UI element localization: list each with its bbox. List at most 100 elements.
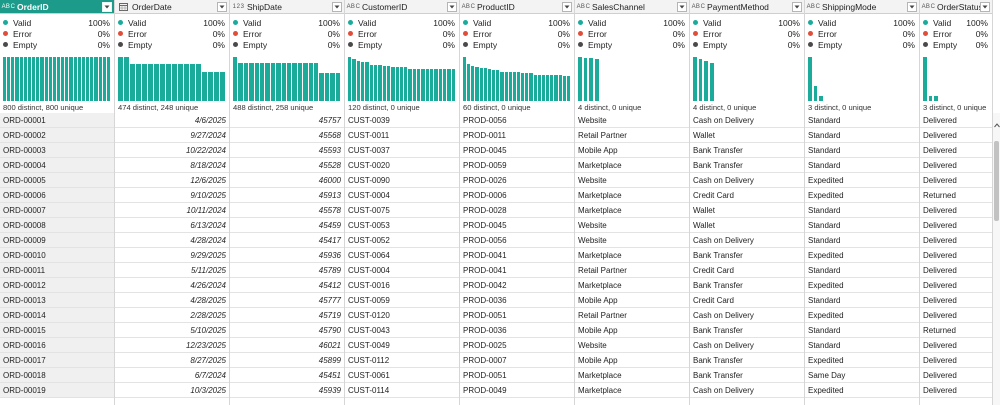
table-cell[interactable]: Delivered [920, 233, 992, 248]
table-cell[interactable]: CUST-0011 [345, 128, 459, 143]
histogram-bar[interactable] [178, 64, 183, 101]
filter-dropdown-icon[interactable] [447, 1, 457, 12]
table-cell[interactable]: CUST-0059 [345, 293, 459, 308]
table-cell[interactable]: 9/29/2025 [115, 248, 229, 263]
histogram-bar[interactable] [281, 63, 286, 101]
histogram-bar[interactable] [487, 69, 492, 101]
histogram-bar[interactable] [595, 59, 599, 101]
table-cell[interactable]: ORD-00005 [0, 173, 114, 188]
table-cell[interactable]: Delivered [920, 203, 992, 218]
table-cell[interactable]: ORD-00003 [0, 143, 114, 158]
table-cell[interactable]: CUST-0037 [345, 143, 459, 158]
table-cell[interactable]: Credit Card [690, 263, 804, 278]
histogram-bar[interactable] [190, 64, 195, 101]
table-cell[interactable]: CUST-0114 [345, 383, 459, 398]
histogram-bar[interactable] [475, 67, 479, 101]
table-cell[interactable]: ORD-00010 [0, 248, 114, 263]
histogram-bar[interactable] [160, 64, 165, 101]
histogram-bar[interactable] [443, 68, 447, 101]
histogram-bar[interactable] [61, 57, 65, 101]
histogram-bar[interactable] [813, 85, 818, 101]
table-cell[interactable]: PROD-0011 [460, 128, 574, 143]
table-cell[interactable]: Expedited [805, 278, 919, 293]
value-distribution-histogram[interactable] [3, 57, 110, 101]
histogram-bar[interactable] [512, 72, 516, 101]
column-header[interactable]: OrderDate [115, 0, 229, 14]
text-type-icon[interactable]: A B C [576, 3, 590, 10]
table-cell[interactable]: 4/6/2025 [115, 113, 229, 128]
table-cell[interactable]: Standard [805, 158, 919, 173]
table-cell[interactable]: Standard [805, 293, 919, 308]
histogram-bar[interactable] [356, 60, 360, 101]
histogram-bar[interactable] [308, 63, 313, 101]
table-cell[interactable]: Standard [805, 338, 919, 353]
table-cell[interactable]: 4/26/2024 [115, 278, 229, 293]
table-cell[interactable]: Wallet [690, 218, 804, 233]
table-cell[interactable]: PROD-0007 [460, 353, 574, 368]
table-cell[interactable]: PROD-0036 [460, 323, 574, 338]
table-cell[interactable]: CUST-0053 [345, 218, 459, 233]
table-cell[interactable]: Marketplace [575, 158, 689, 173]
table-cell[interactable]: Retail Partner [575, 128, 689, 143]
histogram-bar[interactable] [106, 57, 110, 101]
table-cell[interactable]: Credit Card [690, 293, 804, 308]
table-cell[interactable]: Bank Transfer [690, 158, 804, 173]
text-type-icon[interactable]: A B C [461, 3, 475, 10]
histogram-bar[interactable] [808, 57, 812, 101]
table-cell[interactable]: ORD-00011 [0, 263, 114, 278]
histogram-bar[interactable] [19, 57, 23, 101]
histogram-bar[interactable] [11, 57, 15, 101]
table-cell[interactable]: CUST-0075 [345, 203, 459, 218]
table-cell[interactable]: Delivered [920, 263, 992, 278]
histogram-bar[interactable] [529, 73, 533, 101]
table-cell[interactable]: CUST-0049 [345, 338, 459, 353]
table-cell[interactable]: Returned [920, 323, 992, 338]
table-cell[interactable]: Cash on Delivery [690, 173, 804, 188]
table-cell[interactable]: ORD-00016 [0, 338, 114, 353]
histogram-bar[interactable] [98, 57, 102, 101]
table-cell[interactable]: Standard [805, 263, 919, 278]
histogram-bar[interactable] [118, 57, 123, 101]
table-cell[interactable]: 4/28/2025 [115, 293, 229, 308]
histogram-bar[interactable] [395, 67, 399, 101]
table-cell[interactable]: Expedited [805, 188, 919, 203]
histogram-bar[interactable] [86, 57, 90, 101]
column-header[interactable]: A B C CustomerID [345, 0, 459, 14]
histogram-bar[interactable] [492, 70, 496, 101]
table-cell[interactable]: PROD-0026 [460, 173, 574, 188]
table-cell[interactable]: 45936 [230, 248, 344, 263]
table-cell[interactable]: CUST-0120 [345, 308, 459, 323]
histogram-bar[interactable] [425, 68, 430, 101]
histogram-bar[interactable] [81, 57, 86, 101]
table-cell[interactable]: PROD-0045 [460, 218, 574, 233]
scrollbar-thumb[interactable] [994, 141, 999, 221]
table-cell[interactable]: Marketplace [575, 248, 689, 263]
table-cell[interactable]: PROD-0041 [460, 263, 574, 278]
table-cell[interactable]: 45417 [230, 233, 344, 248]
histogram-bar[interactable] [934, 96, 938, 101]
table-cell[interactable]: Delivered [920, 173, 992, 188]
histogram-bar[interactable] [330, 72, 335, 101]
filter-dropdown-icon[interactable] [980, 1, 990, 12]
date-type-icon[interactable] [115, 0, 131, 14]
histogram-bar[interactable] [438, 68, 443, 101]
histogram-bar[interactable] [7, 57, 11, 101]
table-cell[interactable]: Delivered [920, 308, 992, 323]
histogram-bar[interactable] [508, 71, 512, 101]
column-header[interactable]: A B C OrderID [0, 0, 114, 14]
table-cell[interactable]: Website [575, 173, 689, 188]
table-cell[interactable]: 45578 [230, 203, 344, 218]
filter-dropdown-icon[interactable] [792, 1, 802, 12]
table-cell[interactable]: 45459 [230, 218, 344, 233]
table-cell[interactable]: CUST-0064 [345, 248, 459, 263]
table-cell[interactable]: 9/10/2025 [115, 188, 229, 203]
table-cell[interactable]: PROD-0059 [460, 158, 574, 173]
table-cell[interactable]: ORD-00006 [0, 188, 114, 203]
table-cell[interactable]: 5/11/2025 [115, 263, 229, 278]
histogram-bar[interactable] [471, 66, 475, 101]
histogram-bar[interactable] [196, 64, 201, 101]
column-header[interactable]: A B C OrderStatus [920, 0, 992, 14]
table-cell[interactable]: 9/27/2024 [115, 128, 229, 143]
table-cell[interactable]: PROD-0045 [460, 143, 574, 158]
histogram-bar[interactable] [3, 57, 7, 101]
